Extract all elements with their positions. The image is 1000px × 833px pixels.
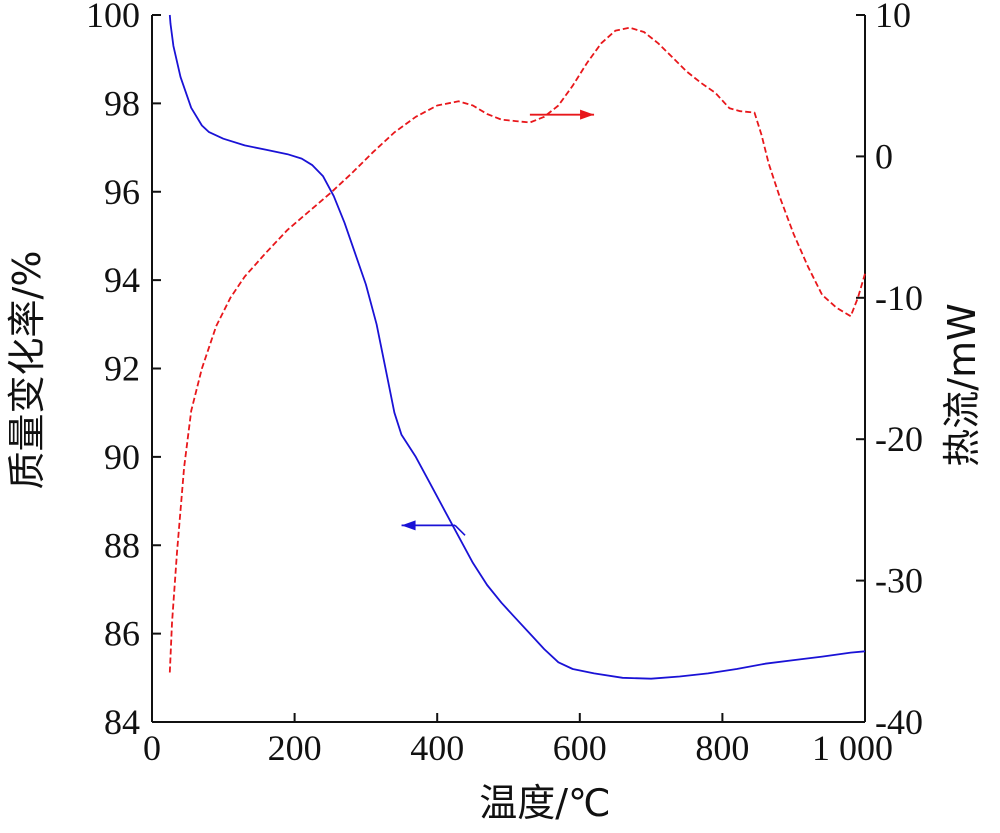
x-tick-label: 600 (553, 728, 607, 768)
right-y-tick-label: 10 (875, 0, 911, 35)
mass-change-line (168, 14, 866, 680)
right-y-tick-label: -30 (875, 561, 923, 601)
arrow-head-right (580, 109, 595, 120)
left-y-tick-label: 96 (104, 172, 140, 212)
arrow-leader-left (454, 524, 466, 536)
heat-flow-line (168, 26, 866, 673)
left-y-tick-label: 100 (86, 0, 140, 35)
right-y-tick-label: 0 (875, 136, 893, 176)
annotations-layer (401, 109, 595, 536)
series-layer (168, 14, 866, 680)
left-y-axis-ticks: 84 86 88 90 92 94 96 98 100 (86, 0, 161, 742)
left-y-tick-label: 88 (104, 525, 140, 565)
left-y-axis-title: 质量变化率/% (5, 251, 49, 490)
left-y-tick-label: 90 (104, 437, 140, 477)
left-y-tick-label: 98 (104, 83, 140, 123)
right-y-axis-ticks: -40 -30 -20 -10 0 10 (856, 0, 923, 742)
left-y-tick-label: 94 (104, 260, 140, 300)
x-tick-label: 1 000 (812, 728, 893, 768)
right-y-tick-label: -10 (875, 278, 923, 318)
left-y-tick-label: 92 (104, 349, 140, 389)
x-tick-label: 800 (695, 728, 749, 768)
left-y-tick-label: 86 (104, 614, 140, 654)
right-y-tick-label: -20 (875, 419, 923, 459)
x-axis-title: 温度/℃ (479, 781, 610, 825)
x-tick-label: 200 (268, 728, 322, 768)
x-tick-label: 400 (410, 728, 464, 768)
right-y-tick-label: -40 (875, 702, 923, 742)
right-y-axis-title: 热流/mW (940, 303, 984, 466)
x-axis-ticks: 0 200 400 600 800 1 000 (143, 713, 893, 768)
left-y-tick-label: 84 (104, 702, 140, 742)
arrow-head-left (401, 520, 416, 531)
x-tick-label: 0 (143, 728, 161, 768)
